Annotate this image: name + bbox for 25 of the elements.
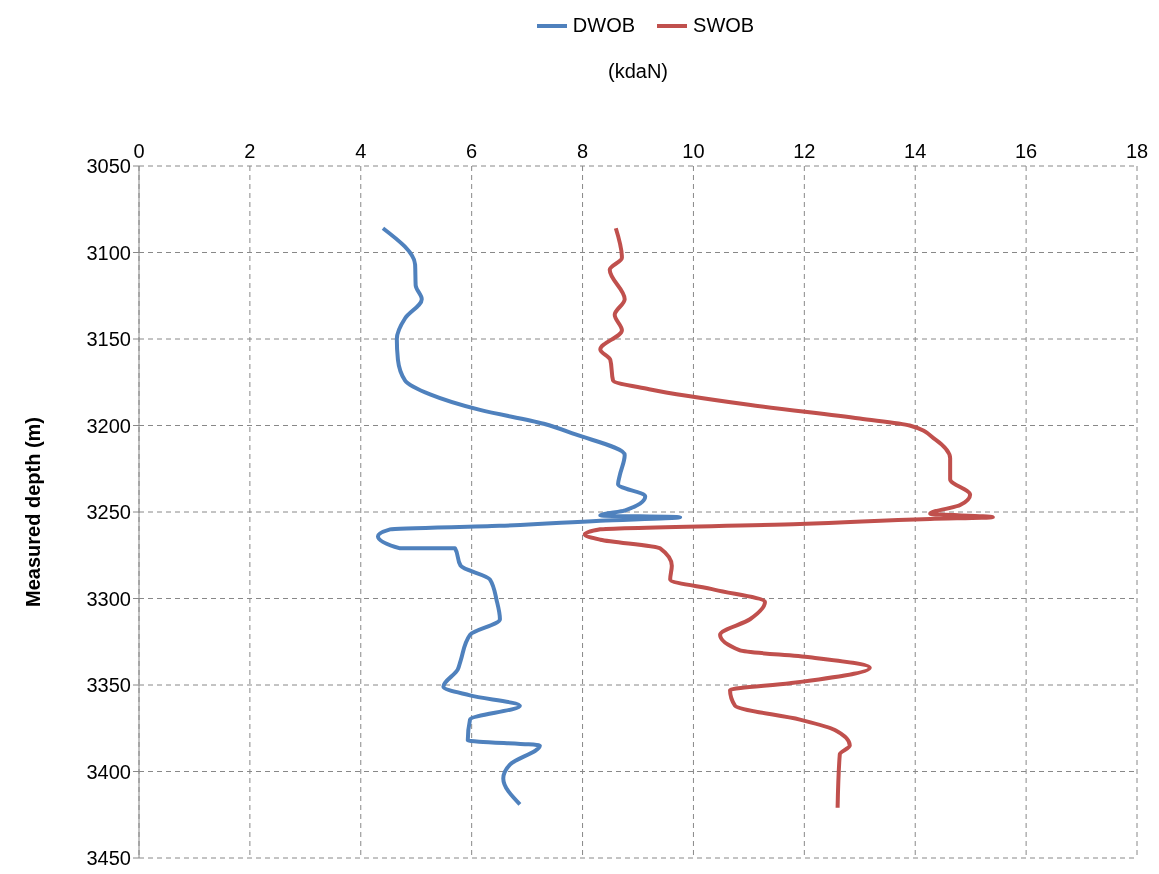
y-tick-label: 3100 [86,241,131,264]
x-tick-label: 4 [355,140,367,162]
x-tick-label: 14 [904,140,927,162]
x-tick-label: 16 [1014,140,1038,162]
legend-label: SWOB [693,14,755,37]
x-tick-label: 18 [1125,140,1149,162]
x-axis-title: (kdaN) [607,60,669,83]
legend-label: DWOB [572,14,636,37]
y-tick-label: 3150 [86,328,131,351]
x-tick-label: 10 [682,140,705,162]
x-tick-label: 0 [133,140,145,162]
y-tick-label: 3050 [86,155,131,178]
line-series [375,226,683,807]
x-tick-label: 8 [576,140,589,162]
y-tick-label: 3400 [86,760,131,783]
y-tick-label: 3450 [86,847,131,870]
y-tick-label: 3300 [86,587,131,610]
y-axis-title: Measured depth (m) [22,416,45,608]
x-tick-label: 2 [244,140,256,162]
y-tick-label: 3200 [86,414,131,437]
y-tick-label: 3250 [86,501,131,524]
x-tick-label: 12 [793,140,816,162]
y-tick-label: 3350 [86,674,131,697]
line-series [582,226,995,810]
x-tick-label: 6 [466,140,478,162]
